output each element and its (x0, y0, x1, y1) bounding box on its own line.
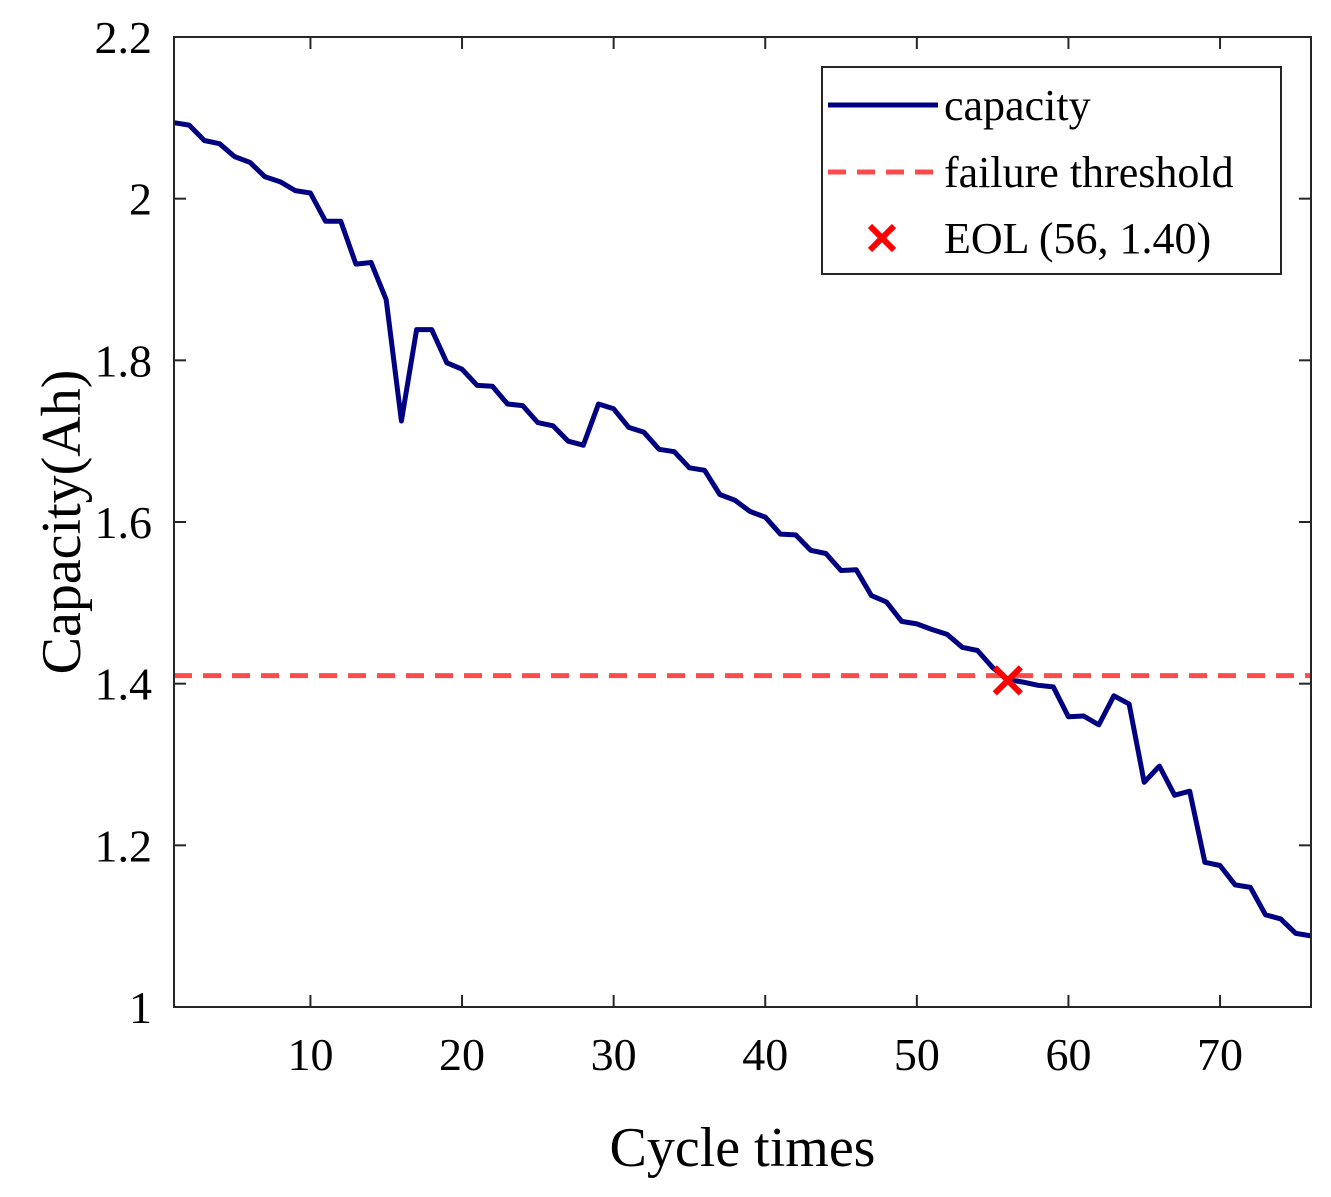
y-axis-title: Capacity(Ah) (31, 370, 93, 675)
y-tick-label: 2.2 (95, 12, 153, 63)
axes-box (173, 36, 1312, 1008)
x-tick-label: 70 (1197, 1029, 1243, 1080)
legend-eol-label: EOL (56, 1.40) (944, 214, 1211, 263)
capacity-line (173, 120, 1312, 939)
y-tick-label: 1.8 (95, 335, 153, 386)
series-layer (173, 120, 1312, 939)
y-tick-label: 1.2 (95, 820, 153, 871)
x-axis-title: Cycle times (610, 1117, 876, 1179)
legend-capacity-label: capacity (944, 81, 1091, 130)
y-tick-label: 2 (129, 174, 152, 225)
x-tick-label: 50 (894, 1029, 940, 1080)
y-tick-label: 1 (129, 982, 152, 1033)
x-axis-ticks: 10 20 30 40 50 60 70 (287, 37, 1243, 1080)
x-tick-label: 30 (591, 1029, 637, 1080)
y-axis-ticks: 1 1.2 1.4 1.6 1.8 2 2.2 (95, 12, 1311, 1033)
legend: capacity failure threshold EOL (56, 1.40… (821, 66, 1282, 275)
legend-threshold-label: failure threshold (944, 148, 1234, 197)
x-tick-label: 20 (439, 1029, 485, 1080)
x-tick-label: 40 (742, 1029, 788, 1080)
y-tick-label: 1.4 (95, 659, 153, 710)
x-tick-label: 60 (1045, 1029, 1091, 1080)
x-tick-label: 10 (287, 1029, 333, 1080)
legend-eol-marker (867, 223, 897, 253)
eol-marker (992, 665, 1023, 696)
y-tick-label: 1.6 (95, 497, 153, 548)
